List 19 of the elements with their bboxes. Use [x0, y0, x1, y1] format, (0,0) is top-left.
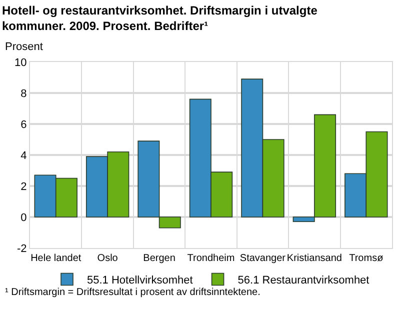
x-tick-label: Kristiansand: [286, 253, 342, 264]
y-tick-label: 6: [20, 118, 27, 131]
legend-label: 55.1 Hotellvirksomhet: [87, 274, 193, 287]
y-tick-label: 10: [14, 56, 27, 69]
legend-label: 56.1 Restaurantvirksomhet: [238, 274, 370, 287]
y-tick-label: 2: [20, 180, 27, 193]
y-axis-title: Prosent: [5, 41, 43, 53]
x-tick-label: Bergen: [143, 253, 176, 264]
x-tick-label: Stavanger: [240, 253, 286, 264]
x-tick-label: Hele landet: [30, 253, 82, 264]
x-tick-label: Trondheim: [187, 253, 235, 264]
chart-title: Hotell- og restaurantvirksomhet. Driftsmargin i utvalgte kommuner. 2009. Prosent. Bedrifter¹: [2, 3, 318, 33]
x-tick-label: Tromsø: [349, 253, 384, 264]
text: ¹ Driftsmargin = Driftsresultat i prosent av driftsinntektene.: [5, 287, 260, 298]
x-tick-label: Oslo: [97, 253, 118, 264]
y-tick-label: 8: [20, 88, 27, 100]
y-tick-label: 4: [20, 150, 27, 162]
y-tick-label: 0: [20, 212, 27, 224]
y-tick-label: -2: [17, 242, 27, 255]
